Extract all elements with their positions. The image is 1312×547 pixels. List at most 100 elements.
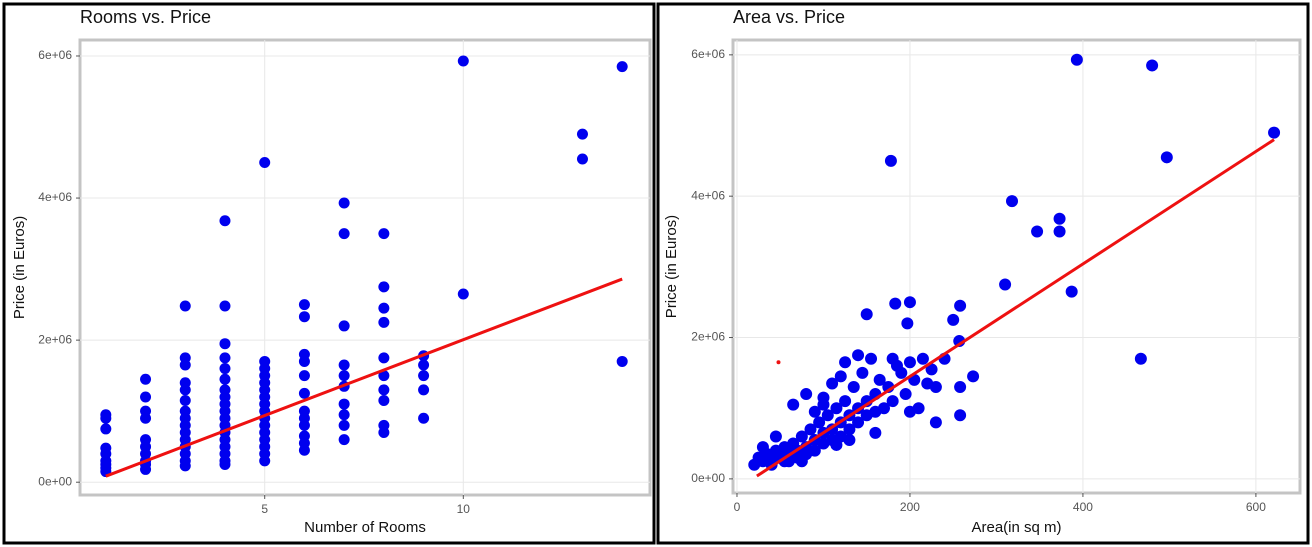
data-point xyxy=(219,352,231,364)
data-point xyxy=(100,412,112,424)
data-point xyxy=(179,384,191,396)
data-point xyxy=(457,288,469,300)
data-point xyxy=(338,370,350,382)
data-point xyxy=(787,398,800,411)
x-tick-label: 400 xyxy=(1073,500,1093,514)
data-point xyxy=(1053,212,1066,225)
data-point xyxy=(418,370,430,382)
data-point xyxy=(1031,225,1044,238)
data-point xyxy=(179,460,191,472)
data-point xyxy=(338,398,350,410)
data-point xyxy=(298,419,310,431)
y-tick-label: 0e+00 xyxy=(38,474,72,488)
data-point xyxy=(378,395,390,407)
data-point xyxy=(378,384,390,396)
plot-border xyxy=(78,38,652,497)
data-point xyxy=(378,281,390,293)
data-point xyxy=(903,405,916,418)
data-point xyxy=(954,409,967,422)
data-point xyxy=(179,359,191,371)
data-point xyxy=(869,426,882,439)
data-point xyxy=(873,373,886,386)
data-point xyxy=(813,416,826,429)
y-tick-label: 4e+06 xyxy=(691,188,725,202)
y-tick-label: 2e+06 xyxy=(691,330,725,344)
data-point xyxy=(925,363,938,376)
data-point xyxy=(889,297,902,310)
data-point xyxy=(1134,352,1147,365)
data-point xyxy=(259,157,271,169)
data-point xyxy=(830,402,843,415)
data-point xyxy=(219,300,231,312)
data-point xyxy=(338,197,350,209)
data-point xyxy=(804,423,817,436)
data-point xyxy=(776,360,781,365)
x-tick-label: 10 xyxy=(457,502,471,516)
data-point xyxy=(916,352,929,365)
data-point xyxy=(839,356,852,369)
data-point xyxy=(259,455,271,467)
x-axis-title: Number of Rooms xyxy=(304,519,426,536)
data-point xyxy=(756,441,769,454)
data-point xyxy=(765,451,778,464)
data-point xyxy=(795,455,808,468)
data-point xyxy=(886,395,899,408)
data-point xyxy=(140,373,152,385)
data-point xyxy=(576,153,588,165)
data-point xyxy=(929,416,942,429)
data-point xyxy=(616,355,628,367)
y-tick-label: 0e+00 xyxy=(691,471,725,485)
data-point xyxy=(852,349,865,362)
data-point xyxy=(378,426,390,438)
data-point xyxy=(298,387,310,399)
fit-line xyxy=(105,277,623,478)
data-point xyxy=(298,355,310,367)
data-point xyxy=(338,228,350,240)
data-point xyxy=(338,320,350,332)
data-point xyxy=(140,463,152,475)
data-point xyxy=(418,384,430,396)
panel-frame xyxy=(656,2,1310,545)
data-point xyxy=(576,128,588,140)
x-tick-label: 0 xyxy=(734,500,741,514)
data-point xyxy=(1065,285,1078,298)
data-point xyxy=(616,61,628,73)
data-point xyxy=(219,338,231,350)
chart-title: Rooms vs. Price xyxy=(80,7,211,27)
data-point xyxy=(298,370,310,382)
data-point xyxy=(338,359,350,371)
data-point xyxy=(800,388,813,401)
x-tick-label: 600 xyxy=(1246,500,1266,514)
x-axis-title: Area(in sq m) xyxy=(971,519,1061,536)
data-point xyxy=(886,352,899,365)
data-point xyxy=(901,317,914,330)
data-point xyxy=(921,377,934,390)
data-point xyxy=(817,398,830,411)
data-point xyxy=(830,438,843,451)
data-point xyxy=(852,416,865,429)
y-tick-label: 6e+06 xyxy=(38,48,72,62)
data-point xyxy=(219,363,231,375)
data-point xyxy=(834,370,847,383)
data-point xyxy=(895,366,908,379)
x-tick-label: 5 xyxy=(261,502,268,516)
data-point xyxy=(378,370,390,382)
data-point xyxy=(843,433,856,446)
data-point xyxy=(219,373,231,385)
data-point xyxy=(140,412,152,424)
data-point xyxy=(1006,195,1019,208)
data-point xyxy=(808,444,821,457)
data-point xyxy=(856,366,869,379)
y-axis-title: Price (in Euros) xyxy=(663,215,680,318)
data-point xyxy=(298,299,310,311)
data-point xyxy=(954,299,967,312)
data-point xyxy=(457,55,469,67)
data-point xyxy=(1070,53,1083,66)
data-point xyxy=(1160,151,1173,164)
data-point xyxy=(899,388,912,401)
data-point xyxy=(338,409,350,421)
data-point xyxy=(903,296,916,309)
y-tick-label: 6e+06 xyxy=(691,47,725,61)
data-point xyxy=(865,352,878,365)
